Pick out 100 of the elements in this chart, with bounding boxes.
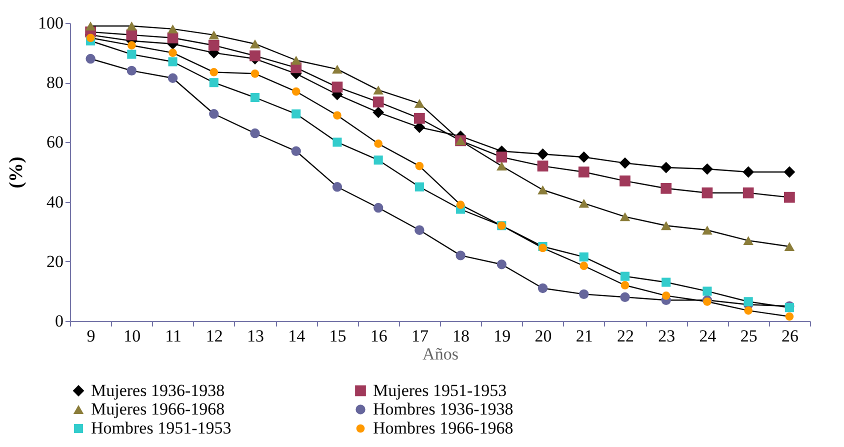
point — [702, 163, 713, 175]
point — [578, 151, 590, 163]
point — [373, 202, 384, 213]
point — [209, 78, 218, 88]
point — [250, 128, 260, 138]
point — [496, 162, 507, 170]
y-tick-label: 100 — [38, 14, 64, 32]
point — [702, 187, 713, 198]
x-tick-label: 21 — [576, 326, 593, 346]
point — [415, 162, 424, 170]
y-tick-label: 20 — [46, 252, 64, 271]
point — [209, 109, 219, 119]
point — [580, 262, 588, 270]
point — [538, 283, 548, 294]
x-tick-label: 9 — [86, 326, 96, 346]
y-tick-label: 0 — [55, 312, 64, 330]
point — [208, 40, 220, 51]
point — [332, 182, 342, 192]
point — [660, 221, 672, 230]
point — [168, 73, 178, 83]
point — [537, 148, 548, 160]
point — [784, 242, 795, 251]
y-tick-label: 60 — [46, 132, 64, 152]
point — [660, 182, 672, 194]
point — [168, 57, 178, 66]
point — [456, 250, 466, 260]
point — [660, 162, 672, 174]
x-tick-label: 15 — [329, 326, 346, 346]
point — [537, 160, 548, 172]
x-tick-label: 13 — [247, 326, 264, 346]
point — [168, 24, 178, 34]
point — [372, 106, 384, 118]
point — [250, 50, 260, 62]
x-tick-label: 23 — [658, 326, 676, 346]
legend-label: Mujeres 1951-1953 — [373, 380, 507, 400]
point — [414, 182, 424, 192]
point — [332, 82, 343, 92]
point — [126, 66, 137, 76]
point — [250, 69, 260, 78]
point — [538, 185, 548, 194]
point — [742, 166, 754, 178]
point — [620, 212, 630, 222]
point — [744, 306, 753, 315]
point — [127, 41, 136, 50]
point — [126, 29, 138, 40]
point — [702, 286, 712, 296]
point — [372, 96, 384, 108]
point — [578, 198, 590, 208]
point — [374, 140, 383, 148]
x-tick-label: 25 — [740, 326, 758, 346]
point — [702, 226, 712, 235]
point — [414, 225, 424, 235]
legend-label: Mujeres 1966-1968 — [91, 400, 225, 418]
point — [333, 111, 342, 120]
point — [291, 146, 301, 156]
point — [290, 56, 302, 65]
point — [85, 22, 96, 30]
legend-label: Hombres 1951-1953 — [91, 418, 232, 438]
legend-label: Hombres 1966-1968 — [373, 418, 514, 438]
point — [744, 297, 753, 306]
x-tick-label: 14 — [288, 326, 306, 346]
y-tick-label: 80 — [46, 73, 64, 92]
point — [662, 291, 670, 300]
point — [414, 99, 425, 108]
x-tick-label: 22 — [617, 326, 634, 346]
point — [784, 166, 796, 178]
point — [743, 236, 754, 245]
point — [579, 252, 588, 262]
point — [414, 112, 425, 124]
point — [210, 68, 218, 76]
point — [620, 281, 630, 290]
x-tick-label: 12 — [206, 326, 223, 346]
point — [292, 87, 300, 96]
point — [86, 34, 95, 42]
x-tick-label: 26 — [781, 326, 798, 346]
point — [620, 272, 630, 281]
point — [620, 292, 630, 302]
x-tick-label: 19 — [494, 326, 511, 346]
legend-label: Mujeres 1936-1938 — [91, 380, 225, 400]
point — [619, 157, 631, 169]
point — [579, 289, 589, 300]
point — [456, 200, 465, 209]
point — [620, 176, 630, 186]
x-tick-label: 20 — [534, 326, 552, 346]
point — [374, 156, 383, 165]
point — [168, 48, 177, 57]
x-axis-title: Años — [422, 344, 458, 364]
point — [496, 260, 507, 270]
point — [784, 192, 795, 203]
point — [332, 64, 342, 74]
point — [496, 152, 508, 163]
point — [373, 86, 384, 95]
point — [292, 109, 301, 118]
legend-label: Hombres 1936-1938 — [373, 400, 514, 418]
point — [127, 50, 136, 59]
point — [785, 312, 794, 321]
y-axis-title: (%) — [6, 156, 27, 188]
point — [578, 166, 590, 178]
point — [250, 39, 260, 48]
x-tick-label: 10 — [124, 326, 141, 346]
